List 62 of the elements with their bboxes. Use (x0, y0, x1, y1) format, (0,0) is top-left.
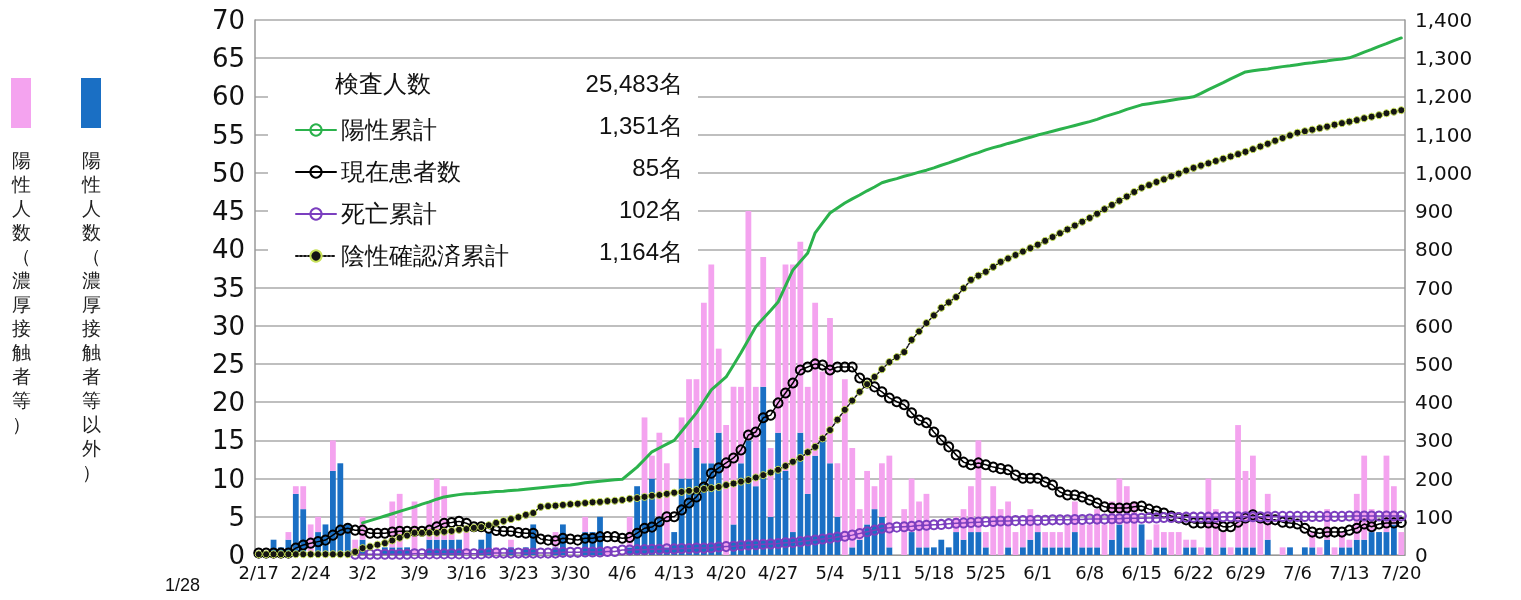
y-tick-label: 45 (211, 196, 245, 227)
x-tick-label: 5/18 (913, 561, 955, 583)
x-tick-label: 7/13 (1329, 561, 1370, 583)
x-tick-label: 6/15 (1121, 561, 1162, 583)
y-tick-label: 60 (211, 81, 245, 112)
x-tick-label: 3/2 (348, 561, 378, 583)
x-tick-label: 6/1 (1023, 561, 1053, 583)
y2-tick-label: 700 (1415, 275, 1454, 300)
y2-tick-label: 1,100 (1415, 122, 1473, 147)
y2-tick-label: 500 (1415, 351, 1454, 376)
y-tick-label: 10 (211, 463, 245, 494)
legend-label: 陰性確認済累計 (341, 242, 509, 270)
annotation: 102名 (618, 195, 683, 223)
x-tick-label: 6/22 (1173, 561, 1214, 583)
annotation: 1,164名 (598, 237, 683, 265)
y-tick-label: 15 (211, 425, 245, 456)
x-tick-label: 3/30 (550, 561, 591, 583)
y2-tick-label: 800 (1415, 237, 1454, 262)
text: 1/28 (165, 575, 201, 595)
text: 陽性人数（濃厚接触者等以外） (81, 149, 101, 483)
x-tick-label: 4/20 (705, 561, 747, 583)
x-tick-label: 6/8 (1075, 561, 1105, 583)
annotation: 25,483名 (585, 69, 683, 97)
y2-tick-label: 100 (1415, 504, 1454, 529)
y-tick-label: 70 (211, 5, 245, 35)
x-tick-label: 4/6 (607, 561, 637, 583)
x-tick-label: 4/13 (653, 561, 695, 583)
annotation: 検査人数 (335, 69, 431, 97)
y-tick-label: 5 (228, 501, 245, 532)
legend-label: 現在患者数 (341, 158, 461, 186)
x-tick-label: 5/25 (965, 561, 1007, 583)
y-tick-label: 65 (211, 43, 245, 74)
annotation: 85名 (632, 153, 683, 181)
y2-tick-label: 600 (1415, 313, 1454, 338)
y2-tick-label: 1,200 (1415, 84, 1473, 109)
y2-tick-label: 200 (1415, 466, 1454, 491)
y-tick-label: 50 (211, 157, 245, 188)
y-tick-label: 20 (211, 387, 245, 418)
text: 陽性人数（濃厚接触者等） (11, 149, 31, 435)
x-tick-label: 7/6 (1282, 561, 1312, 583)
x-tick-label: 4/27 (757, 561, 799, 583)
y2-tick-label: 1,400 (1415, 8, 1473, 32)
x-tick-label: 3/23 (498, 561, 539, 583)
y-tick-label: 55 (211, 119, 245, 150)
annotation: 1,351名 (598, 111, 683, 139)
x-tick-label: 3/9 (400, 561, 429, 583)
y2-tick-label: 1,300 (1415, 46, 1473, 71)
y2-tick-label: 900 (1415, 199, 1454, 224)
y-tick-label: 30 (211, 310, 245, 341)
y-tick-label: 40 (211, 234, 245, 265)
x-tick-label: 5/11 (861, 561, 903, 583)
x-tick-label: 3/16 (446, 561, 487, 583)
y2-tick-label: 1,000 (1415, 160, 1473, 185)
y-tick-label: 25 (211, 348, 245, 379)
y2-tick-label: 400 (1415, 390, 1454, 415)
legend-label: 死亡累計 (341, 200, 437, 228)
x-tick-label: 5/4 (815, 561, 845, 583)
y-tick-label: 35 (211, 272, 245, 303)
legend-label: 陽性累計 (341, 116, 437, 144)
x-tick-label: 2/24 (290, 561, 331, 583)
y2-tick-label: 300 (1415, 428, 1454, 453)
x-tick-label: 6/29 (1225, 561, 1266, 583)
